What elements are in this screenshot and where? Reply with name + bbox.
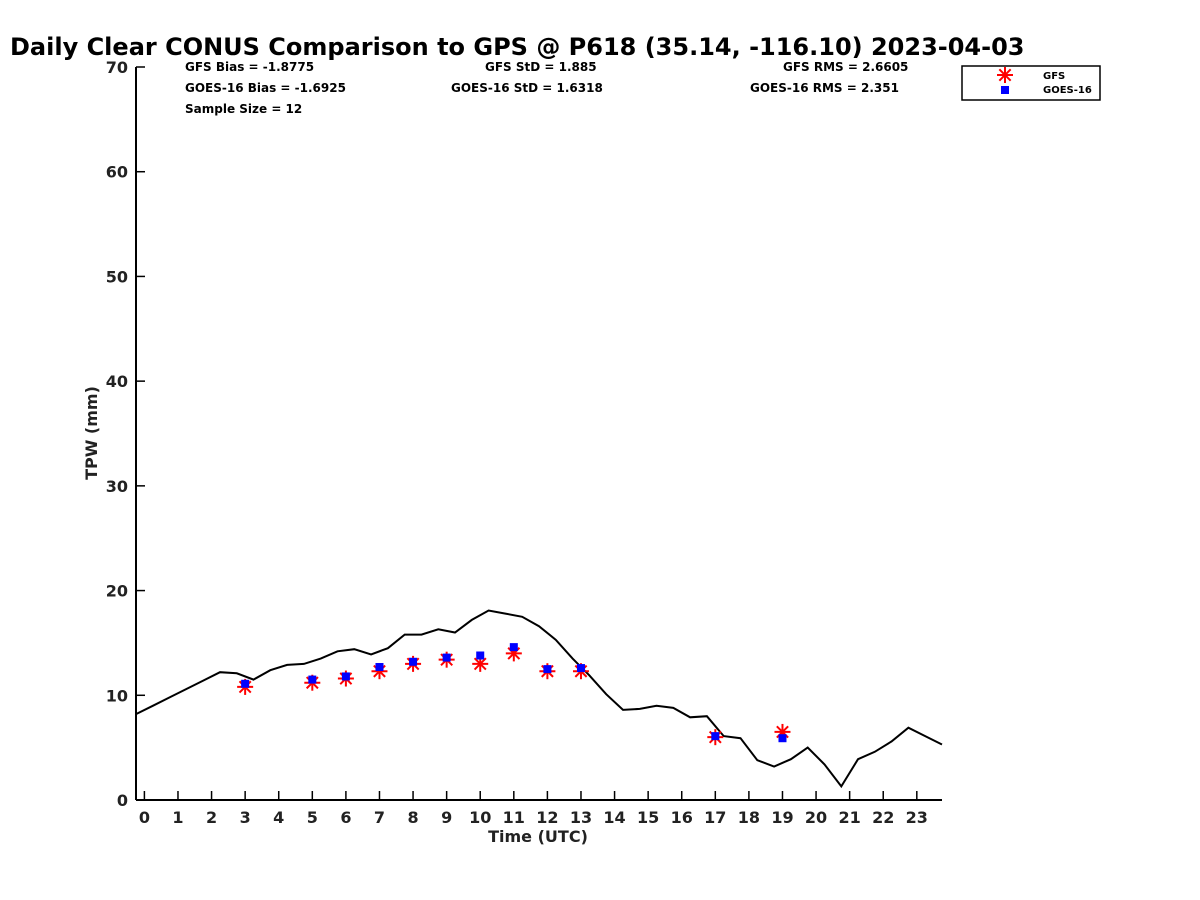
stat-sample-size: Sample Size = 12 xyxy=(185,102,302,116)
plot-axes xyxy=(135,67,942,801)
goes16-point xyxy=(442,653,451,662)
legend-gfs-asterisk xyxy=(997,67,1013,83)
gps-line-layer xyxy=(135,609,943,789)
stat-gfs-bias: GFS Bias = -1.8775 xyxy=(185,60,314,74)
legend-box xyxy=(961,65,1101,101)
x-tick-label: 3 xyxy=(240,808,251,827)
x-tick-label: 16 xyxy=(671,808,693,827)
goes16-point xyxy=(375,663,384,672)
stat-goes-rms: GOES-16 RMS = 2.351 xyxy=(750,81,899,95)
x-tick-label: 8 xyxy=(407,808,418,827)
y-axis-label: TPW (mm) xyxy=(82,386,101,480)
x-tick-label: 12 xyxy=(536,808,558,827)
x-tick-label: 22 xyxy=(872,808,894,827)
x-tick-label: 2 xyxy=(206,808,217,827)
legend-goes-square-icon xyxy=(1001,86,1009,94)
x-tick-label: 5 xyxy=(307,808,318,827)
legend-goes-label: GOES-16 xyxy=(1043,85,1092,96)
x-tick-label: 19 xyxy=(771,808,793,827)
chart-title: Daily Clear CONUS Comparison to GPS @ P6… xyxy=(10,33,1024,61)
stat-gfs-rms: GFS RMS = 2.6605 xyxy=(783,60,908,74)
y-tick-label: 20 xyxy=(106,582,128,601)
x-tick-label: 14 xyxy=(603,808,625,827)
legend-gfs-label: GFS xyxy=(1043,71,1065,82)
goes16-point xyxy=(241,679,250,688)
y-tick-label: 50 xyxy=(106,267,128,286)
x-tick-label: 10 xyxy=(469,808,491,827)
stat-gfs-std: GFS StD = 1.885 xyxy=(485,60,597,74)
x-tick-label: 18 xyxy=(738,808,760,827)
goes16-point xyxy=(543,665,552,674)
x-tick-label: 21 xyxy=(839,808,861,827)
y-tick-label: 10 xyxy=(106,686,128,705)
y-tick-label: 30 xyxy=(106,477,128,496)
x-tick-label: 11 xyxy=(503,808,525,827)
goes16-point xyxy=(341,672,350,681)
goes16-point xyxy=(308,675,317,684)
goes16-point xyxy=(576,664,585,673)
y-tick-label: 60 xyxy=(106,163,128,182)
stats-block: GFS Bias = -1.8775 GOES-16 Bias = -1.692… xyxy=(185,60,908,116)
y-tick-label: 0 xyxy=(117,791,128,810)
goes16-point xyxy=(778,734,787,743)
stat-goes-std: GOES-16 StD = 1.6318 xyxy=(451,81,603,95)
legend-gfs-asterisk-icon xyxy=(997,67,1013,83)
goes16-point xyxy=(476,651,485,660)
y-tick-label: 40 xyxy=(106,372,128,391)
gps-tpw-line xyxy=(135,609,943,789)
x-tick-label: 4 xyxy=(273,808,284,827)
x-tick-label: 20 xyxy=(805,808,827,827)
y-tick-label: 70 xyxy=(106,58,128,77)
x-tick-label: 9 xyxy=(441,808,452,827)
x-tick-label: 23 xyxy=(906,808,928,827)
stat-goes-bias: GOES-16 Bias = -1.6925 xyxy=(185,81,346,95)
x-tick-label: 7 xyxy=(374,808,385,827)
goes16-point xyxy=(509,643,518,652)
marker-layer xyxy=(237,643,791,746)
x-tick-label: 17 xyxy=(704,808,726,827)
legend: GFS GOES-16 xyxy=(961,65,1101,101)
x-tick-label: 6 xyxy=(340,808,351,827)
goes16-point xyxy=(409,657,418,666)
x-axis-label: Time (UTC) xyxy=(488,827,588,846)
x-tick-label: 15 xyxy=(637,808,659,827)
x-tick-label: 13 xyxy=(570,808,592,827)
goes16-point xyxy=(711,732,720,741)
x-tick-label: 0 xyxy=(139,808,150,827)
axis-ticks: 0 1 2 3 4 5 6 7 8 9 10 11 12 13 14 15 16 17 18 19 20 21 22 2301… xyxy=(106,58,928,827)
x-tick-label: 1 xyxy=(172,808,183,827)
